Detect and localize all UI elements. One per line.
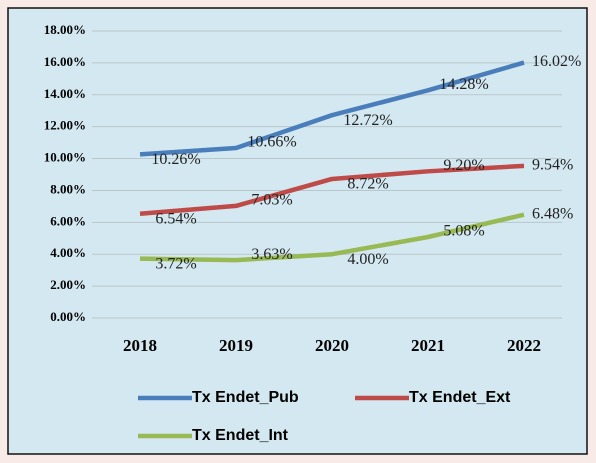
x-tick-label: 2020 [315,336,349,355]
data-label: 14.28% [439,76,488,93]
y-tick-label: 10.00% [44,150,86,165]
series-line [139,163,525,216]
y-tick-label: 6.00% [50,213,86,228]
y-tick-label: 18.00% [44,22,86,37]
y-tick-label: 16.00% [44,54,86,69]
series-line [139,212,525,263]
y-tick-label: 14.00% [44,86,86,101]
x-tick-label: 2022 [507,336,541,355]
data-label: 12.72% [343,112,392,129]
legend-label: Tx Endet_Int [192,427,289,444]
chart-area [7,7,588,455]
y-tick-label: 4.00% [50,245,86,260]
series-line [139,60,525,157]
data-label: 3.72% [155,255,196,272]
x-tick-label: 2019 [219,336,253,355]
x-tick-label: 2021 [411,336,445,355]
data-label: 6.54% [155,210,196,227]
y-tick-label: 2.00% [50,277,86,292]
data-label: 10.66% [247,134,296,151]
data-label: 3.63% [251,246,292,263]
legend-label: Tx Endet_Ext [409,389,511,406]
data-label: 9.20% [443,157,484,174]
data-label: 9.54% [532,157,573,174]
data-label: 6.48% [532,205,573,222]
y-tick-label: 8.00% [50,181,86,196]
data-label: 10.26% [151,151,200,168]
y-tick-label: 12.00% [44,118,86,133]
data-label: 16.02% [532,53,581,70]
data-label: 5.08% [443,223,484,240]
data-label: 8.72% [347,176,388,193]
y-tick-label: 0.00% [50,309,86,324]
x-tick-label: 2018 [123,336,157,355]
legend-label: Tx Endet_Pub [192,389,299,406]
data-label: 7.03% [251,192,292,209]
data-label: 4.00% [347,251,388,268]
